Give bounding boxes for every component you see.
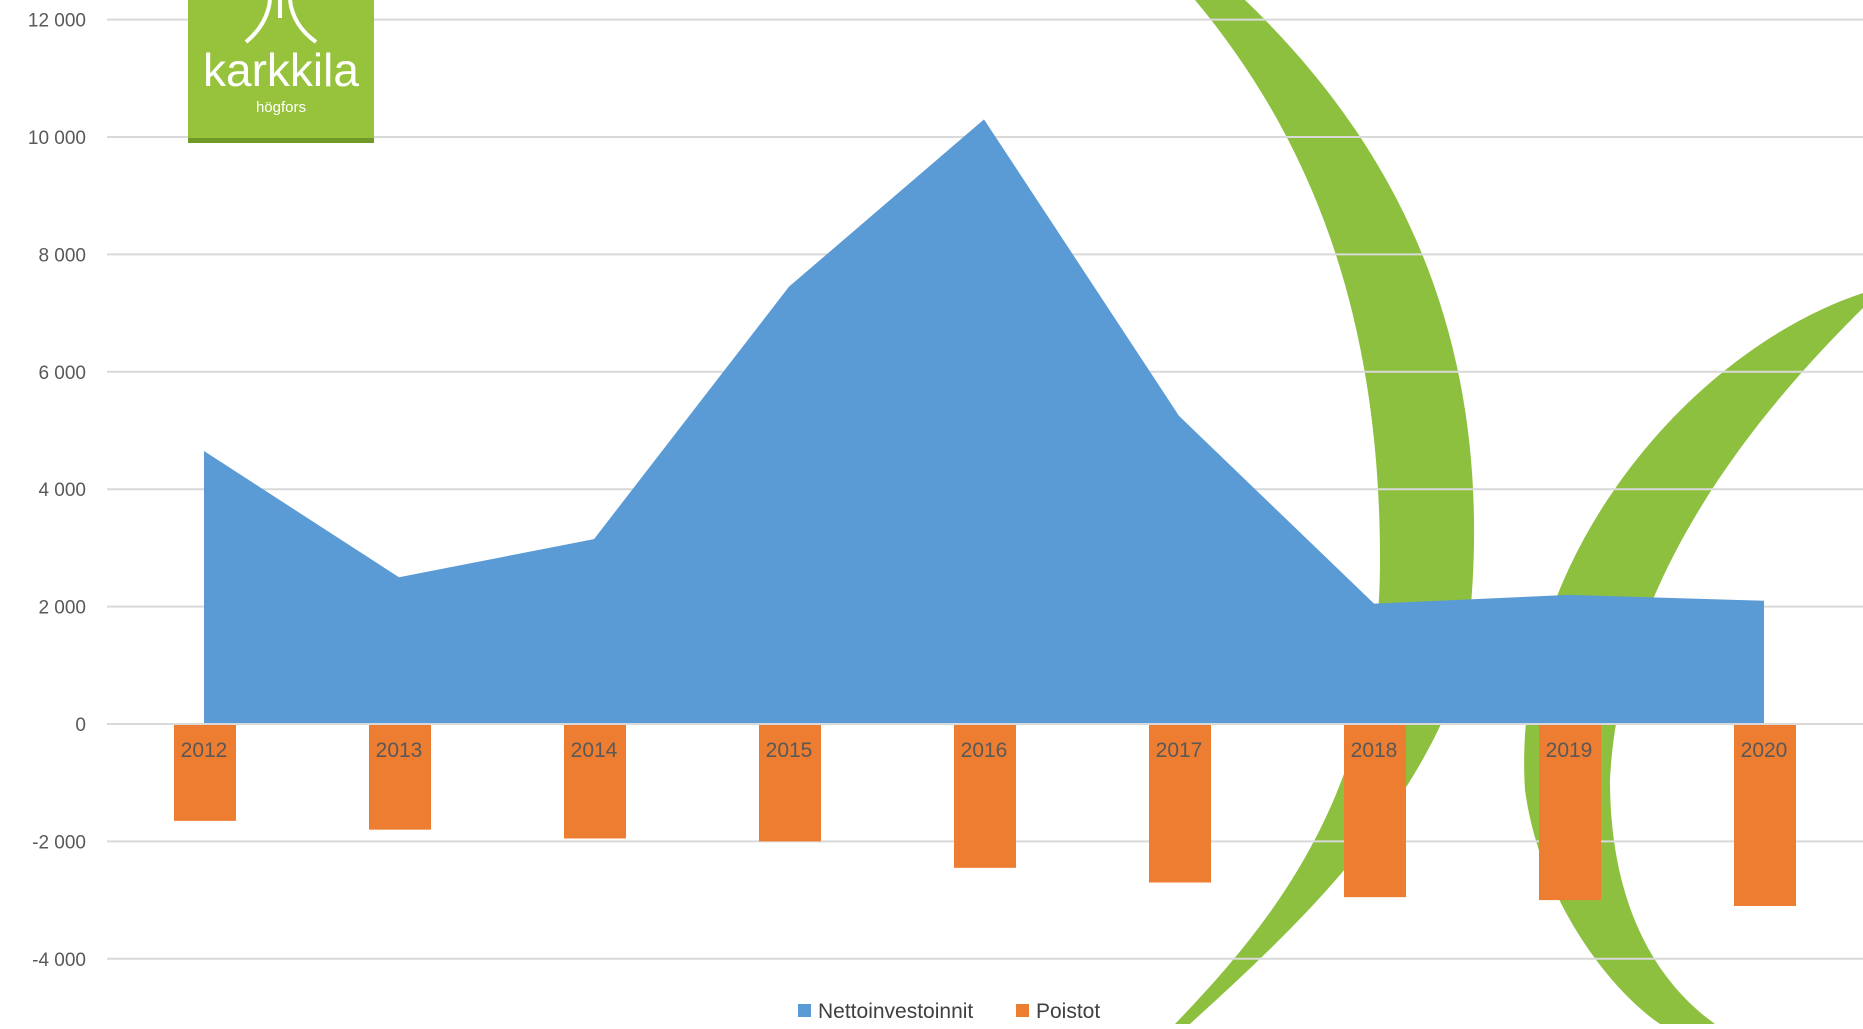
karkkila-logo: karkkila högfors — [188, 0, 374, 143]
poistot-bar — [1539, 724, 1601, 901]
logo-subname: högfors — [256, 99, 306, 116]
poistot-bar — [174, 724, 236, 821]
x-tick-label: 2013 — [376, 739, 423, 762]
poistot-bar — [759, 724, 821, 842]
nettoinvestoinnit-area — [204, 119, 1764, 724]
poistot-bar — [1344, 724, 1406, 898]
logo-background — [188, 0, 374, 143]
nettoinvestoinnit-area-shape — [204, 119, 1764, 724]
legend-swatch — [798, 1004, 811, 1017]
logo-emblem-icon — [244, 0, 318, 44]
poistot-bar — [369, 724, 431, 830]
poistot-bar — [564, 724, 626, 839]
legend: Nettoinvestoinnit Poistot — [798, 1000, 1100, 1023]
y-tick-label: -2 000 — [32, 832, 86, 853]
x-tick-label: 2019 — [1546, 739, 1593, 762]
poistot-bar — [1734, 724, 1796, 906]
y-tick-label: 12 000 — [28, 11, 86, 32]
legend-label: Nettoinvestoinnit — [818, 1000, 973, 1023]
y-tick-label: 4 000 — [38, 480, 86, 501]
x-tick-label: 2016 — [961, 739, 1008, 762]
x-tick-label: 2014 — [571, 739, 618, 762]
x-tick-label: 2015 — [766, 739, 813, 762]
y-tick-label: -4 000 — [32, 950, 86, 971]
x-tick-label: 2020 — [1741, 739, 1788, 762]
y-axis: 12 000 10 000 8 000 6 000 4 000 2 000 0 -2 000 -… — [28, 11, 86, 971]
y-tick-label: 6 000 — [38, 363, 86, 384]
x-tick-label: 2017 — [1156, 739, 1203, 762]
legend-label: Poistot — [1036, 1000, 1100, 1023]
x-tick-label: 2018 — [1351, 739, 1398, 762]
x-tick-label: 2012 — [181, 739, 228, 762]
legend-swatch — [1016, 1004, 1029, 1017]
y-tick-label: 10 000 — [28, 128, 86, 149]
y-tick-label: 8 000 — [38, 245, 86, 266]
poistot-bar — [1149, 724, 1211, 883]
poistot-bars — [174, 724, 1796, 906]
y-tick-label: 2 000 — [38, 598, 86, 619]
y-tick-label: 0 — [75, 715, 86, 736]
logo-name: karkkila — [203, 44, 359, 96]
poistot-bar — [954, 724, 1016, 868]
x-axis: 2012 2013 2014 2015 2016 2017 2018 2019 2020 — [107, 723, 1863, 762]
logo-bottom-line — [188, 138, 374, 143]
